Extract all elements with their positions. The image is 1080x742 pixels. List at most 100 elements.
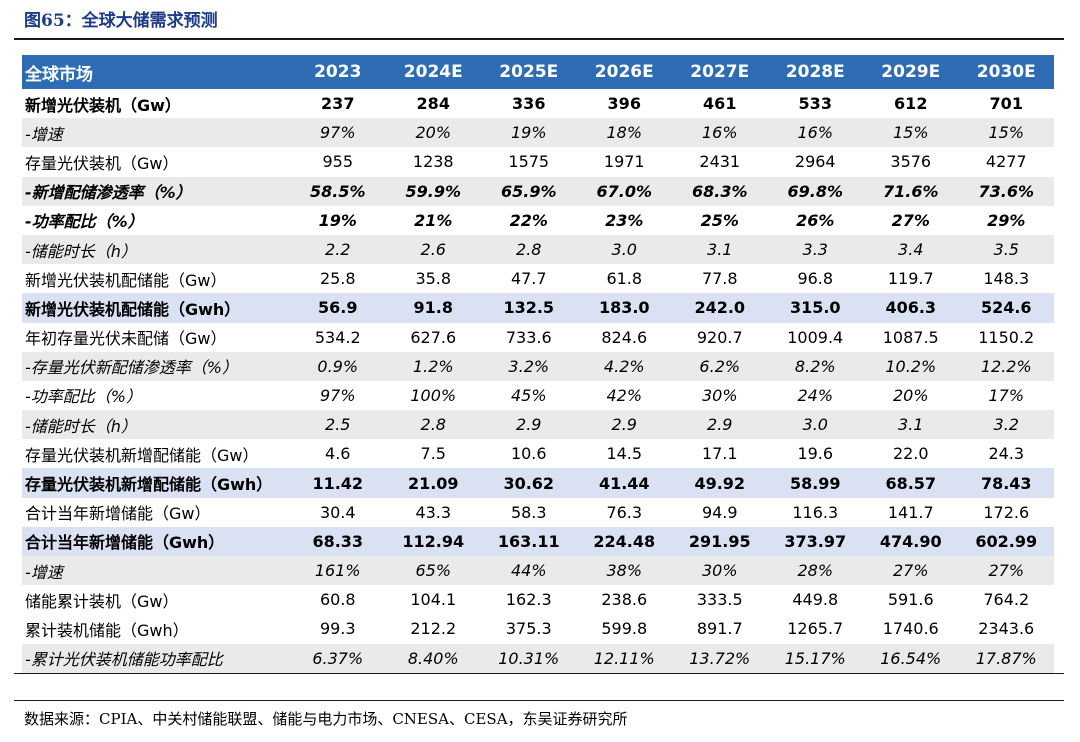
- value-cell: 19%: [481, 118, 577, 148]
- value-cell: 22.0: [892, 444, 929, 464]
- value-cell: 8.2%: [767, 351, 863, 381]
- value-cell: 733.6: [505, 327, 552, 347]
- value-cell: 591.6: [887, 590, 934, 610]
- value-cell: 2343.6: [978, 619, 1035, 639]
- value-cell: 10.31%: [481, 643, 577, 673]
- row-label: 新增光伏装机配储能（Gw）: [25, 270, 227, 290]
- value-cell: 148.3: [983, 269, 1030, 289]
- value-cell: 2.5: [290, 410, 386, 440]
- value-cell: 162.3: [505, 590, 552, 610]
- value-cell: 602.99: [958, 526, 1054, 556]
- value-cell: 68.3%: [672, 176, 768, 206]
- value-cell: 44%: [481, 556, 577, 586]
- value-cell: 10.6: [510, 444, 547, 464]
- row-label: -功率配比（%）: [25, 387, 142, 407]
- bottom-rule: [14, 673, 1064, 674]
- row-label: -功率配比（%）: [25, 212, 144, 232]
- value-cell: 2964: [794, 152, 836, 172]
- value-cell: 3.0: [576, 234, 672, 265]
- value-cell: 2.2: [290, 234, 386, 265]
- value-cell: 30.4: [319, 502, 356, 522]
- value-cell: 237: [321, 94, 355, 114]
- table-row: -功率配比（%） 19% 21% 22% 23% 25% 26% 27% 29%: [22, 206, 1054, 235]
- value-cell: 12.2%: [958, 351, 1054, 381]
- table-row: -功率配比（%） 97% 100% 45% 42% 30% 24% 20% 17%: [22, 381, 1054, 410]
- value-cell: 284: [416, 94, 450, 114]
- value-cell: 94.9: [701, 502, 738, 522]
- value-cell: 22%: [509, 210, 548, 230]
- value-cell: 24%: [797, 385, 834, 405]
- row-label: 新增光伏装机配储能（Gwh）: [22, 293, 290, 323]
- value-cell: 333.5: [696, 590, 743, 610]
- row-label: 累计装机储能（Gwh）: [25, 620, 189, 640]
- value-cell: 17.87%: [958, 643, 1054, 673]
- value-cell: 17.1: [701, 444, 738, 464]
- value-cell: 26%: [796, 210, 835, 230]
- value-cell: 1971: [603, 152, 645, 172]
- value-cell: 100%: [410, 385, 457, 405]
- value-cell: 2.8: [385, 410, 481, 440]
- value-cell: 3.2: [958, 410, 1054, 440]
- value-cell: 11.42: [290, 468, 386, 498]
- value-cell: 96.8: [797, 269, 834, 289]
- value-cell: 43.3: [415, 502, 452, 522]
- value-cell: 45%: [510, 385, 547, 405]
- value-cell: 112.94: [385, 526, 481, 556]
- row-label: 新增光伏装机（Gw）: [25, 95, 181, 115]
- table-row: 存量光伏装机（Gw） 955 1238 1575 1971 2431 2964 3576 427…: [22, 147, 1054, 176]
- value-cell: 21.09: [385, 468, 481, 498]
- table-row: -增速 161% 65% 44% 38% 30% 28% 27% 27%: [22, 556, 1054, 586]
- value-cell: 20%: [892, 385, 929, 405]
- value-cell: 891.7: [696, 619, 743, 639]
- row-label: -储能时长（h）: [22, 410, 290, 440]
- table-row: -储能时长（h） 2.5 2.8 2.9 2.9 2.9 3.0 3.1 3.2: [22, 410, 1054, 440]
- value-cell: 406.3: [863, 293, 959, 323]
- value-cell: 920.7: [696, 327, 743, 347]
- value-cell: 104.1: [410, 590, 457, 610]
- value-cell: 97%: [319, 385, 356, 405]
- value-cell: 1575: [508, 152, 550, 172]
- table-row: 年初存量光伏未配储（Gw） 534.2 627.6 733.6 824.6 920.7 10…: [22, 323, 1054, 352]
- value-cell: 21%: [414, 210, 453, 230]
- value-cell: 141.7: [887, 502, 934, 522]
- row-label: 存量光伏装机新增配储能（Gw）: [25, 445, 259, 465]
- value-cell: 824.6: [601, 327, 648, 347]
- value-cell: 69.8%: [767, 176, 863, 206]
- value-cell: 119.7: [887, 269, 934, 289]
- table-row: -累计光伏装机储能功率配比 6.37% 8.40% 10.31% 12.11% 13.72…: [22, 643, 1054, 673]
- value-cell: 17%: [988, 385, 1025, 405]
- value-cell: 47.7: [510, 269, 547, 289]
- value-cell: 60.8: [319, 590, 356, 610]
- table-row: -存量光伏新配储渗透率（%） 0.9% 1.2% 3.2% 4.2% 6.2% 8.2% 10…: [22, 351, 1054, 381]
- table-row: 新增光伏装机配储能（Gwh） 56.9 91.8 132.5 183.0 242.0 315…: [22, 293, 1054, 323]
- value-cell: 25%: [700, 210, 739, 230]
- value-cell: 19.6: [797, 444, 834, 464]
- value-cell: 2.9: [672, 410, 768, 440]
- value-cell: 15.17%: [767, 643, 863, 673]
- value-cell: 599.8: [601, 619, 648, 639]
- value-cell: 6.37%: [290, 643, 386, 673]
- source-rule: [14, 700, 1064, 701]
- value-cell: 16%: [672, 118, 768, 148]
- value-cell: 163.11: [481, 526, 577, 556]
- value-cell: 116.3: [792, 502, 839, 522]
- header-cell: 2026E: [576, 55, 672, 89]
- row-label: -累计光伏装机储能功率配比: [22, 643, 290, 673]
- value-cell: 315.0: [767, 293, 863, 323]
- table-row: 合计当年新增储能（Gw） 30.4 43.3 58.3 76.3 94.9 116.3 141…: [22, 498, 1054, 527]
- row-label: 合计当年新增储能（Gwh）: [22, 526, 290, 556]
- row-label: 合计当年新增储能（Gw）: [25, 504, 211, 524]
- header-cell: 2029E: [863, 55, 959, 89]
- header-cell: 2030E: [958, 55, 1054, 89]
- value-cell: 68.57: [863, 468, 959, 498]
- value-cell: 242.0: [672, 293, 768, 323]
- value-cell: 56.9: [290, 293, 386, 323]
- value-cell: 2.9: [481, 410, 577, 440]
- value-cell: 28%: [767, 556, 863, 586]
- header-cell: 2024E: [385, 55, 481, 89]
- value-cell: 30%: [672, 556, 768, 586]
- value-cell: 3.5: [958, 234, 1054, 265]
- value-cell: 30.62: [481, 468, 577, 498]
- value-cell: 449.8: [792, 590, 839, 610]
- value-cell: 161%: [290, 556, 386, 586]
